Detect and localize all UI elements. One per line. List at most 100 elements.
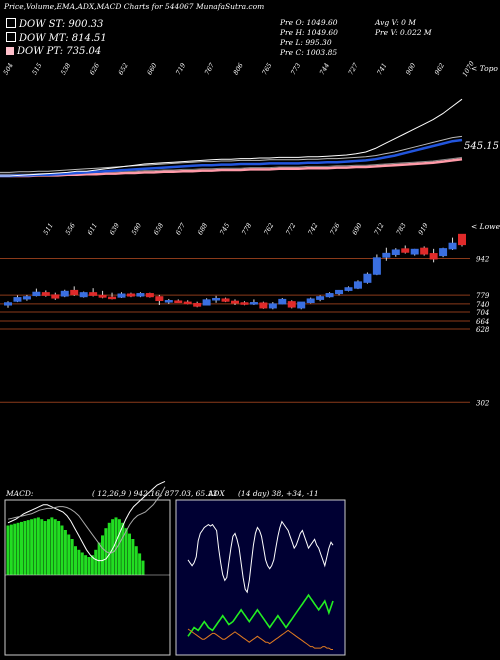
macd-bar [30, 519, 34, 575]
candle-side-label: < Lowe [471, 222, 500, 231]
candle-body [13, 297, 22, 302]
candle-body [259, 302, 268, 309]
pre-close: Pre C: 1003.85 [280, 48, 338, 57]
macd-bar [138, 553, 142, 575]
candle-body [401, 248, 410, 253]
ema-top-label: 744 [318, 62, 331, 77]
legend-label-mt: DOW MT: 814.51 [19, 33, 107, 44]
price-level-label: 704 [476, 309, 489, 317]
candle-body [89, 292, 98, 296]
ema-fast-line [0, 98, 463, 177]
candle-body [297, 301, 306, 309]
macd-bar [13, 523, 17, 575]
ema-top-label: 652 [117, 62, 130, 77]
macd-bar [128, 533, 131, 575]
macd-bar [60, 525, 64, 575]
candle-body [353, 281, 362, 289]
candle-body [202, 299, 211, 306]
adx-values: (14 day) 38, +34, -11 [238, 489, 319, 498]
candle-body [420, 247, 429, 255]
macd-bar [6, 525, 10, 575]
candle-body [439, 248, 448, 257]
macd-title: MACD: [6, 489, 34, 498]
candle-body [410, 248, 419, 255]
candle-body [448, 242, 457, 250]
ema-top-label: 900 [404, 62, 417, 77]
candle-body [22, 296, 31, 300]
candle-body [136, 293, 145, 297]
adx-title: ADX [208, 489, 225, 498]
candle-top-label: 677 [174, 221, 188, 236]
macd-bar [57, 521, 61, 575]
macd-bar [53, 519, 57, 575]
adx-frame [175, 499, 346, 656]
candle-body [98, 294, 107, 298]
candle-body [41, 292, 50, 296]
price-level-label: 779 [476, 292, 490, 300]
price-level-label: 302 [476, 399, 490, 407]
di-plus-line [187, 593, 334, 637]
macd-bar [47, 519, 50, 575]
ema-top-label: 962 [433, 62, 446, 77]
candle-body [325, 293, 334, 298]
price-level-label: 740 [476, 301, 490, 309]
macd-bar [124, 528, 128, 575]
ema-top-label: 660 [145, 62, 158, 77]
ema-side-label: < Topo [471, 64, 498, 73]
candle-body [335, 289, 344, 295]
legend-dow-pt: DOW PT: 735.04 [6, 46, 101, 57]
candle-top-label: 688 [196, 222, 209, 237]
legend-swatch-st [6, 18, 16, 28]
macd-bar [9, 524, 13, 575]
candle-body [278, 298, 287, 305]
candle-body [108, 296, 117, 300]
candle-top-label: 658 [152, 222, 165, 237]
ema-price-label: 545.15 [464, 141, 499, 152]
candle-body [458, 233, 466, 246]
macd-bar [121, 522, 125, 575]
candle-top-label: 783 [395, 222, 408, 237]
legend-dow-st: DOW ST: 900.33 [6, 18, 103, 30]
macd-bar [117, 519, 121, 575]
candle-body [79, 292, 88, 298]
candle-body [174, 300, 183, 303]
ema-top-label: 538 [59, 62, 72, 77]
macd-values: ( 12,26,9 ) 942.16, 877.03, 65.13 [92, 489, 218, 498]
macd-bar [97, 542, 101, 575]
legend-swatch-mt [6, 32, 16, 42]
macd-line [7, 480, 166, 562]
candle-top-label: 639 [108, 222, 121, 237]
macd-signal-line [7, 486, 166, 554]
di-minus-line [187, 628, 333, 650]
candle-body [391, 249, 400, 255]
legend-label-st: DOW ST: 900.33 [19, 19, 104, 30]
candle-top-label: 712 [373, 222, 386, 237]
ema-top-label: 515 [30, 62, 43, 77]
candle-top-label: 556 [64, 222, 77, 237]
candle-top-label: 778 [240, 222, 253, 237]
macd-bar [80, 552, 84, 575]
macd-bar [26, 520, 30, 575]
macd-bar [20, 521, 23, 575]
legend-label-pt: DOW PT: 735.04 [17, 46, 102, 57]
price-level-label: 664 [476, 318, 489, 326]
candle-top-label: 590 [130, 222, 143, 237]
macd-bar [107, 522, 111, 575]
macd-bar [134, 546, 138, 575]
candle-body [231, 300, 239, 304]
candle-top-label: 772 [284, 222, 297, 237]
macd-bar [33, 518, 37, 575]
legend-dow-mt: DOW MT: 814.51 [6, 32, 107, 44]
candle-body [193, 302, 202, 307]
candle-body [32, 291, 41, 297]
candle-body [344, 287, 353, 291]
ema-top-label: 765 [260, 62, 273, 77]
macd-bar [141, 560, 145, 575]
ema-top-label: 727 [347, 61, 361, 76]
chart-title: Price,Volume,EMA,ADX,MACD Charts for 544… [4, 2, 265, 11]
ema-mid-upper [0, 135, 463, 173]
candle-top-label: 919 [417, 222, 430, 237]
candle-top-label: 726 [328, 222, 341, 237]
candle-body [51, 294, 60, 299]
